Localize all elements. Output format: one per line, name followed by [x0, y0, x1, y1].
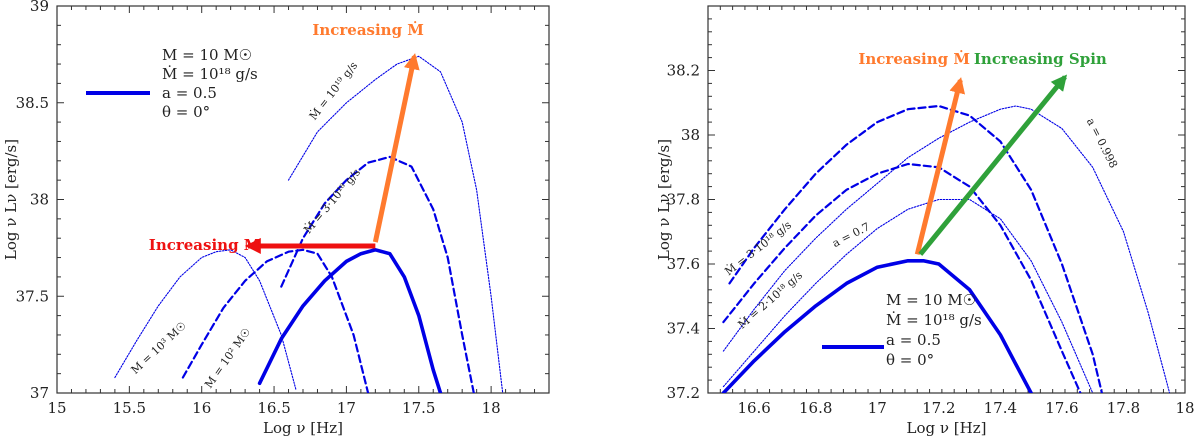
right-legend-text: θ = 0°	[886, 351, 934, 369]
left-x-tick-label: 18	[482, 399, 501, 417]
right-x-tick-label: 18	[1175, 399, 1194, 417]
right-x-tick-label: 17	[868, 399, 887, 417]
right-x-tick-label: 16.8	[799, 399, 832, 417]
right-arrow-label: Increasing Spin	[974, 50, 1107, 68]
left-y-tick-label: 37.5	[16, 287, 49, 305]
left-x-tick-label: 17	[337, 399, 356, 417]
left-curve-label: Ṁ = 10¹⁹ g/s	[306, 58, 360, 122]
right-series-mdot-2e18	[722, 162, 1082, 393]
left-y-tick-label: 37	[30, 384, 49, 402]
left-plot-frame	[56, 5, 550, 394]
left-y-tick-label: 38	[30, 191, 49, 209]
right-arrow-0	[914, 77, 966, 255]
left-curve-label: Ṁ = 3·10¹⁸ g/s	[300, 165, 363, 236]
right-x-tick-label: 16.6	[737, 399, 770, 417]
right-x-tick-label: 17.4	[984, 399, 1017, 417]
left-x-tick-label: 16.5	[257, 399, 290, 417]
right-legend-text: M = 10 M☉	[886, 291, 976, 309]
right-x-axis-title: Log ν [Hz]	[907, 419, 987, 437]
left-curve-label: M = 10³ M☉	[129, 319, 189, 377]
right-arrow-label: Increasing Ṁ	[858, 50, 970, 68]
right-y-tick-label: 38	[681, 126, 700, 144]
left-chart-panel: 15 15.5 16 16.5 17 17.5 18 37 37.5 38 38.5 39 Log ν …	[2, 0, 550, 437]
right-y-tick-label: 37.6	[667, 255, 700, 273]
right-curve-label: a = 0.7	[830, 220, 872, 250]
right-y-tick-label: 38.2	[667, 62, 700, 80]
right-y-tick-label: 37.4	[667, 320, 700, 338]
right-legend-text: Ṁ = 10¹⁸ g/s	[886, 311, 982, 329]
right-series-reference	[721, 259, 1033, 393]
left-series-m-100	[181, 248, 370, 393]
left-arrow-0	[372, 53, 420, 243]
right-chart-panel: 16.6 16.8 17 17.2 17.4 17.6 17.8 18 37.2 37.4 37.6…	[655, 5, 1195, 437]
right-curve-label: a = 0.998	[1084, 116, 1120, 170]
left-y-tick-label: 39	[30, 0, 49, 15]
left-series-mdot-3e18	[280, 155, 475, 393]
right-y-axis-title: Log ν Lν [erg/s]	[655, 139, 673, 260]
left-arrow-label: Increasing M	[149, 236, 261, 254]
left-legend-text: Ṁ = 10¹⁸ g/s	[162, 65, 258, 83]
right-legend-text: a = 0.5	[886, 331, 941, 349]
left-series-reference	[257, 248, 443, 393]
left-legend-text: M = 10 M☉	[162, 46, 252, 64]
right-curve-label: Ṁ = 3·10¹⁸ g/s	[722, 217, 794, 278]
left-y-axis-title: Log ν Lν [erg/s]	[2, 139, 20, 260]
left-y-tick-label: 38.5	[16, 94, 49, 112]
left-x-axis-title: Log ν [Hz]	[263, 419, 343, 437]
right-series-a-0-998	[722, 105, 1171, 393]
right-x-tick-label: 17.8	[1107, 399, 1140, 417]
left-series-m-1000	[114, 249, 297, 390]
right-y-tick-label: 37.8	[667, 191, 700, 209]
left-legend-text: a = 0.5	[162, 84, 217, 102]
left-x-tick-label: 16	[192, 399, 211, 417]
right-x-tick-label: 17.6	[1045, 399, 1078, 417]
right-arrow-1	[918, 74, 1068, 256]
left-legend-text: θ = 0°	[162, 103, 210, 121]
left-arrow-label: Increasing Ṁ	[312, 21, 424, 39]
left-x-tick-label: 15.5	[113, 399, 146, 417]
right-series-mdot-3e18	[728, 104, 1103, 393]
left-x-tick-label: 15	[47, 399, 66, 417]
right-series-a-0-7	[722, 198, 1094, 393]
left-curve-label: M = 10² M☉	[202, 325, 253, 390]
left-x-tick-label: 17.5	[402, 399, 435, 417]
right-y-tick-label: 37.2	[667, 384, 700, 402]
right-x-tick-label: 17.2	[922, 399, 955, 417]
